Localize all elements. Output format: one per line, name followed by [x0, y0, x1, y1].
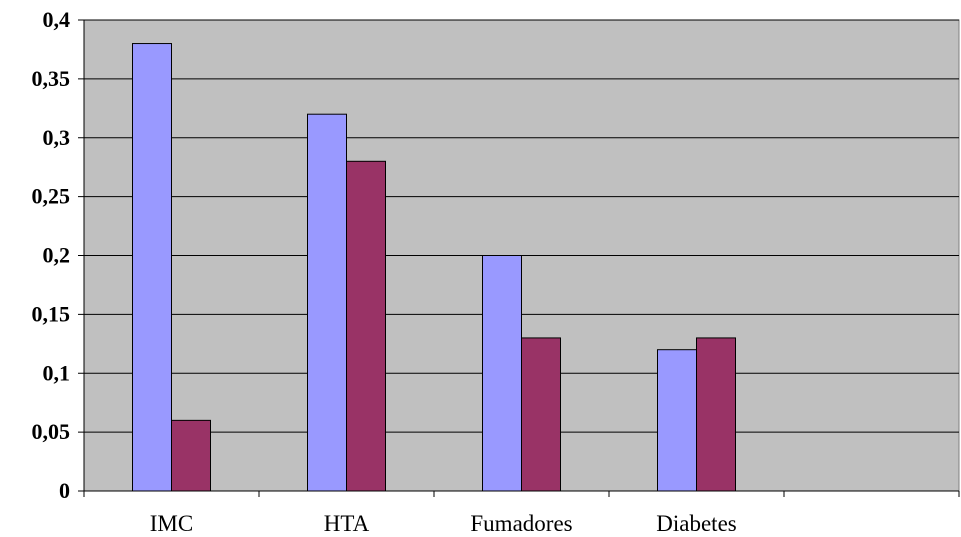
y-tick-label: 0,05 — [32, 419, 71, 444]
x-axis-ticks: IMC HTA Fumadores Diabetes — [83, 491, 960, 536]
gridlines — [84, 19, 959, 433]
x-category-label: IMC — [150, 511, 193, 536]
x-category-label: Diabetes — [656, 511, 737, 536]
bar — [657, 349, 697, 492]
y-tick-label: 0,35 — [32, 66, 71, 91]
bar — [307, 113, 347, 492]
bar — [346, 160, 386, 492]
y-tick-label: 0,25 — [32, 184, 71, 209]
bar — [171, 419, 211, 492]
y-tick-label: 0,4 — [43, 7, 71, 32]
x-category-label: Fumadores — [470, 511, 572, 536]
y-tick-label: 0,15 — [32, 301, 71, 326]
y-tick-label: 0,2 — [43, 243, 71, 268]
bars — [132, 43, 736, 492]
bar — [482, 255, 522, 492]
y-tick-label: 0,3 — [43, 125, 71, 150]
y-axis-ticks: 0 0,05 0,1 0,15 0,2 0,25 0,3 0,35 0,4 — [32, 7, 84, 503]
bar — [132, 43, 172, 492]
x-category-label: HTA — [324, 511, 370, 536]
bar — [696, 337, 736, 492]
y-tick-label: 0 — [59, 478, 70, 503]
y-tick-label: 0,1 — [43, 360, 71, 385]
bar — [521, 337, 561, 492]
